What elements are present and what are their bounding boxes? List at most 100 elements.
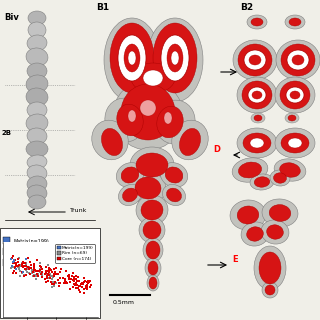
Text: 0.5mm: 0.5mm <box>113 300 135 305</box>
Point <box>12 265 18 270</box>
Point <box>9 264 14 269</box>
Point <box>49 270 54 275</box>
Point <box>82 279 87 284</box>
Ellipse shape <box>27 102 47 118</box>
Point <box>39 273 44 278</box>
Point <box>55 278 60 283</box>
Ellipse shape <box>27 165 47 181</box>
Ellipse shape <box>135 177 161 199</box>
Point <box>32 262 37 267</box>
Ellipse shape <box>118 35 146 81</box>
Point <box>31 265 36 270</box>
Point <box>65 281 70 286</box>
Point <box>26 271 31 276</box>
Point <box>24 266 29 271</box>
Point <box>46 265 52 270</box>
Point <box>34 272 39 277</box>
Point <box>52 273 57 278</box>
Bar <box>3 237 10 244</box>
Point <box>44 265 49 270</box>
Ellipse shape <box>244 50 266 70</box>
Point <box>46 266 51 271</box>
Bar <box>3 248 10 255</box>
Ellipse shape <box>123 188 138 202</box>
Point <box>25 264 30 269</box>
Point <box>76 274 81 279</box>
Point <box>24 266 29 271</box>
Point <box>62 277 67 282</box>
Ellipse shape <box>285 113 299 123</box>
Point <box>79 280 84 285</box>
Point <box>31 267 36 272</box>
Point <box>36 273 41 278</box>
Point <box>57 269 62 274</box>
Ellipse shape <box>105 98 145 142</box>
Point <box>51 281 56 286</box>
Ellipse shape <box>281 133 309 153</box>
Point <box>31 269 36 275</box>
Ellipse shape <box>259 252 281 284</box>
Point <box>12 260 17 266</box>
Ellipse shape <box>288 115 296 121</box>
Ellipse shape <box>261 220 289 244</box>
Ellipse shape <box>280 81 310 109</box>
Point <box>14 264 20 269</box>
Text: E: E <box>232 255 238 264</box>
Point <box>33 276 38 282</box>
Ellipse shape <box>254 246 286 290</box>
Ellipse shape <box>165 167 183 183</box>
Ellipse shape <box>155 100 195 144</box>
Ellipse shape <box>136 153 168 177</box>
Point <box>58 280 63 285</box>
Point <box>38 264 44 269</box>
Ellipse shape <box>237 77 277 113</box>
Ellipse shape <box>274 159 306 181</box>
Ellipse shape <box>128 110 136 122</box>
Point <box>43 268 48 274</box>
Point <box>19 270 24 276</box>
Point <box>24 270 29 275</box>
Point <box>16 264 21 269</box>
Point <box>10 260 15 265</box>
Ellipse shape <box>243 133 271 153</box>
Point <box>12 259 17 264</box>
Point <box>74 285 79 290</box>
Point <box>23 257 28 262</box>
Point <box>39 272 44 277</box>
Point <box>64 279 69 284</box>
Point <box>46 267 51 272</box>
Ellipse shape <box>172 120 208 160</box>
Ellipse shape <box>130 147 174 183</box>
Ellipse shape <box>148 261 158 275</box>
Ellipse shape <box>161 35 189 81</box>
Point <box>14 260 19 266</box>
Point <box>45 271 51 276</box>
Ellipse shape <box>143 70 163 86</box>
Point <box>12 265 17 270</box>
Ellipse shape <box>147 275 159 291</box>
Point <box>51 280 56 285</box>
Ellipse shape <box>139 217 165 243</box>
Point <box>22 272 27 277</box>
Ellipse shape <box>27 185 47 201</box>
Point <box>45 263 51 268</box>
Ellipse shape <box>27 155 47 169</box>
Point <box>15 256 20 261</box>
Ellipse shape <box>140 100 156 116</box>
Point <box>76 285 81 290</box>
Point <box>28 272 33 277</box>
FancyBboxPatch shape <box>0 228 100 318</box>
Point <box>47 269 52 274</box>
Point <box>78 282 84 287</box>
Point <box>17 268 22 274</box>
Point <box>28 262 33 267</box>
Point <box>23 263 28 268</box>
Point <box>67 274 72 279</box>
Point <box>10 270 15 276</box>
Point <box>77 284 82 289</box>
Point <box>67 276 72 281</box>
Point <box>74 278 79 284</box>
Text: Matrix(n=199): Matrix(n=199) <box>13 238 49 244</box>
Ellipse shape <box>130 172 166 204</box>
Point <box>73 277 78 282</box>
